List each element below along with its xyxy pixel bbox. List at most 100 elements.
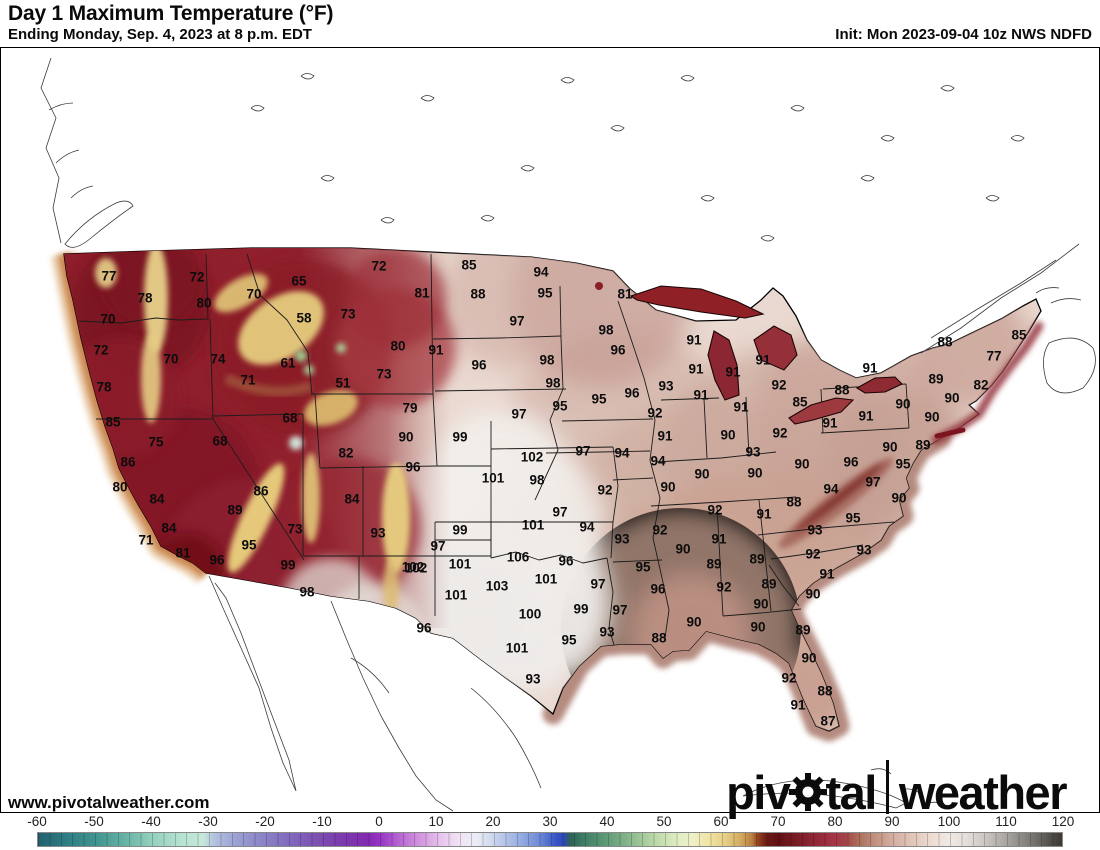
temp-value: 92 [805,547,820,562]
temp-value: 96 [843,455,859,470]
temp-value: 91 [688,362,704,377]
temp-value: 96 [610,343,626,358]
colorbar-tick: -10 [312,814,332,829]
temp-value: 91 [428,343,444,358]
temp-value: 96 [471,358,487,373]
temp-value: 94 [533,265,549,280]
temp-value: 97 [612,603,627,618]
temp-value: 70 [246,287,261,302]
temp-value: 84 [344,492,360,507]
long-island [934,427,966,439]
temp-value: 80 [196,296,211,311]
temp-value: 96 [558,554,574,569]
temp-value: 101 [449,557,472,572]
temp-value: 74 [210,352,226,367]
temp-value: 94 [650,454,666,469]
temp-value: 95 [895,457,911,472]
valid-time-subtitle: Ending Monday, Sep. 4, 2023 at 8 p.m. ED… [8,26,312,43]
temp-value: 92 [771,378,786,393]
temp-value: 91 [790,698,806,713]
temp-value: 91 [822,416,838,431]
colorbar-tick-labels: -60 -50 -40 -30 -20 -10 0 10 20 30 40 50 60 70 80 90 100… [0,814,1100,830]
colorbar-tick: 50 [656,814,672,829]
temp-value: 86 [253,484,269,499]
temp-value: 61 [280,356,296,371]
temp-value: 93 [807,523,823,538]
temp-value: 98 [529,473,545,488]
temp-value: 81 [414,286,430,301]
temp-value: 91 [686,333,702,348]
temp-value: 93 [658,379,674,394]
temp-value: 106 [507,550,530,565]
temp-value: 97 [590,577,605,592]
temp-value: 100 [519,607,542,622]
temp-value: 91 [657,429,673,444]
temp-value: 91 [725,365,741,380]
temp-value: 82 [973,378,988,393]
temp-value: 90 [398,430,413,445]
northeast-coast-band [931,321,1044,445]
station-values: 77 72 72 78 80 70 65 58 73 70 72 70 74 61 71 51 73 80 78 85… [93,258,1027,729]
logo-text-weather: weather [898,765,1068,819]
colorbar-tick: 90 [884,814,900,829]
temp-value: 84 [161,521,177,536]
temp-value: 97 [865,475,880,490]
temp-value: 75 [148,435,164,450]
temp-value: 101 [445,588,468,603]
temp-value: 91 [819,567,835,582]
temp-value: 99 [280,558,295,573]
temp-value: 73 [340,307,356,322]
temp-value: 88 [786,495,802,510]
temp-value: 101 [522,518,545,533]
temp-value: 84 [149,492,165,507]
temp-value: 91 [756,507,772,522]
colorbar-tick: -40 [141,814,161,829]
temp-value: 81 [175,546,191,561]
temp-value: 93 [599,625,615,640]
temp-value: 77 [101,269,116,284]
temp-value: 89 [761,577,776,592]
temp-value: 93 [525,672,541,687]
colorbar-tick: -30 [198,814,218,829]
temp-value: 90 [686,615,701,630]
temp-value: 79 [402,401,417,416]
temp-value: 97 [552,505,567,520]
temp-value: 92 [647,406,662,421]
temp-value: 87 [820,714,835,729]
colorbar-tick: 60 [713,814,729,829]
temp-value: 89 [706,557,721,572]
temp-value: 103 [486,579,509,594]
temp-value: 78 [96,380,112,395]
temp-value: 96 [209,553,225,568]
temp-value: 95 [537,286,553,301]
logo-text-tal: tal [825,765,878,819]
colorbar-tick: -60 [27,814,47,829]
temp-value: 70 [163,352,178,367]
temp-value: 93 [614,532,630,547]
colorbar-tick: 30 [542,814,558,829]
temp-value: 51 [335,376,351,391]
temp-value: 101 [482,471,505,486]
temp-value: 93 [370,526,386,541]
temp-value: 95 [561,633,577,648]
temp-value: 77 [986,349,1001,364]
colorbar-tick: 10 [428,814,444,829]
temp-value: 97 [511,407,526,422]
colorbar-tick: 70 [770,814,786,829]
temp-value: 81 [617,287,633,302]
temp-value: 90 [805,587,820,602]
temp-value: 99 [573,602,588,617]
temp-value: 99 [452,523,467,538]
temp-value: 91 [862,361,878,376]
temp-value: 95 [845,511,861,526]
temp-value: 92 [652,523,667,538]
temp-value: 82 [338,446,353,461]
temp-value: 90 [891,491,906,506]
temp-value: 91 [733,400,749,415]
temp-value: 58 [296,311,312,326]
temp-value: 88 [937,335,953,350]
temp-value: 89 [227,503,242,518]
temp-value: 96 [650,582,666,597]
temp-value: 90 [660,480,675,495]
colorbar-tick: 20 [485,814,501,829]
